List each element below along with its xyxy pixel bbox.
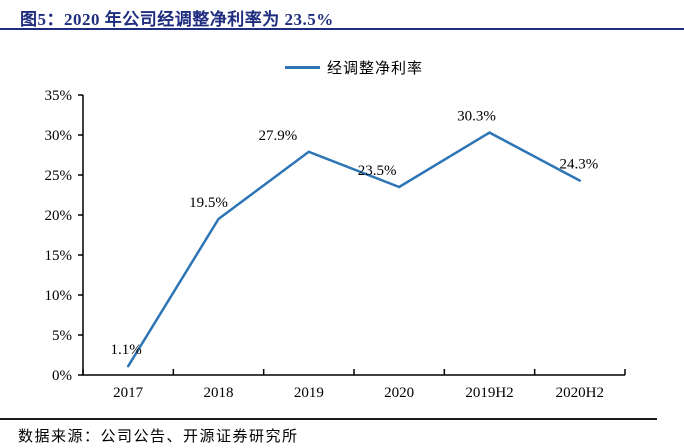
y-axis-label: 15% — [45, 248, 73, 264]
x-axis-label: 2020H2 — [556, 385, 604, 401]
y-axis-label: 5% — [52, 328, 72, 344]
y-axis-label: 20% — [45, 208, 73, 224]
y-axis-label: 25% — [45, 168, 73, 184]
data-label: 23.5% — [358, 163, 397, 179]
legend-line-swatch — [284, 66, 320, 69]
x-axis-label: 2018 — [204, 385, 234, 401]
chart-legend: 经调整净利率 — [83, 57, 625, 78]
title-divider — [0, 28, 684, 30]
x-axis-label: 2019 — [294, 385, 324, 401]
y-axis-label: 0% — [52, 368, 72, 384]
footer-divider — [0, 418, 657, 420]
x-axis-label: 2020 — [384, 385, 414, 401]
data-label: 1.1% — [111, 342, 142, 358]
data-label: 19.5% — [189, 195, 228, 211]
legend-label: 经调整净利率 — [326, 61, 423, 77]
y-axis-label: 30% — [45, 128, 73, 144]
series-line — [126, 131, 582, 368]
x-axis-label: 2019H2 — [465, 385, 513, 401]
x-axis-label: 2017 — [113, 385, 144, 401]
data-label: 30.3% — [457, 109, 496, 125]
data-source: 数据来源：公司公告、开源证券研究所 — [18, 429, 299, 445]
data-label: 24.3% — [559, 157, 598, 173]
y-axis-label: 35% — [45, 88, 73, 104]
figure-title: 图5：2020 年公司经调整净利率为 23.5% — [20, 10, 334, 29]
data-label: 27.9% — [258, 128, 297, 144]
y-axis-label: 10% — [45, 288, 73, 304]
